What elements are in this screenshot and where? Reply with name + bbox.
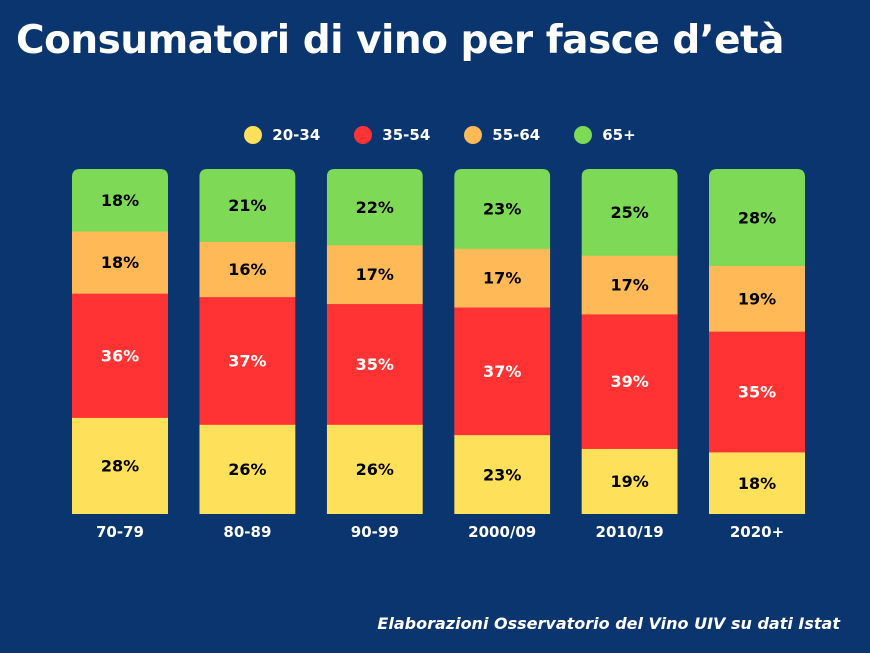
data-label: 26% — [356, 460, 394, 479]
data-label: 39% — [610, 372, 648, 391]
x-tick-label: 2010/19 — [596, 523, 664, 541]
legend-swatch — [244, 126, 263, 144]
data-label: 18% — [101, 191, 139, 210]
data-label: 23% — [483, 200, 521, 219]
data-label: 28% — [738, 208, 776, 227]
bar-segment — [454, 169, 551, 249]
data-label: 37% — [483, 362, 521, 381]
x-tick-label: 90-99 — [351, 523, 399, 541]
legend-swatch — [354, 126, 373, 144]
data-label: 26% — [228, 460, 266, 479]
x-tick-label: 80-89 — [223, 523, 271, 541]
legend-item: 20-34 — [244, 126, 320, 144]
bar-segment — [709, 169, 805, 267]
bar-segment — [581, 169, 678, 256]
bar-group: 23% 37% 17% 23% 2000/09 — [454, 169, 551, 541]
bar-segment — [581, 313, 678, 449]
bar-segment — [454, 307, 551, 436]
data-label: 19% — [738, 289, 776, 308]
bar-segment — [199, 296, 296, 425]
source-note: Elaborazioni Osservatorio del Vino UIV s… — [377, 614, 840, 633]
bar-segment — [72, 169, 168, 232]
bar-segment — [581, 255, 678, 315]
data-label: 25% — [610, 203, 648, 222]
bar-segment — [199, 424, 296, 514]
data-label: 36% — [101, 346, 139, 365]
data-label: 21% — [228, 196, 266, 215]
bar-segment — [454, 248, 551, 308]
legend-label: 35-54 — [382, 126, 431, 144]
x-tick-label: 2000/09 — [468, 523, 536, 541]
x-tick-label: 70-79 — [96, 523, 144, 541]
bar-segment — [709, 451, 805, 514]
bar-segment — [326, 303, 423, 425]
bar-segment — [581, 448, 678, 514]
legend-item: 55-64 — [464, 126, 540, 144]
data-label: 17% — [610, 276, 648, 295]
legend-label: 55-64 — [492, 126, 541, 144]
legend-swatch — [464, 126, 483, 144]
bar-segment — [72, 293, 168, 418]
legend-item: 65+ — [574, 126, 636, 144]
data-label: 17% — [356, 265, 394, 284]
bar-segment — [199, 169, 296, 242]
bar-segment — [326, 244, 423, 305]
data-label: 17% — [483, 269, 521, 288]
bar-segment — [709, 331, 805, 453]
data-label: 35% — [356, 355, 394, 374]
data-label: 37% — [228, 351, 266, 370]
bar-group: 19% 39% 17% 25% 2010/19 — [581, 169, 678, 541]
data-label: 22% — [356, 198, 394, 217]
legend-item: 35-54 — [354, 126, 430, 144]
legend-swatch — [574, 126, 593, 144]
bar-segment — [199, 241, 296, 298]
bar-group: 18% 35% 19% 28% 2020+ — [709, 169, 805, 541]
bar-segment — [709, 265, 805, 332]
data-label: 18% — [738, 474, 776, 493]
data-label: 18% — [101, 253, 139, 272]
bar-segment — [72, 231, 168, 294]
data-label: 23% — [483, 465, 521, 484]
data-label: 35% — [738, 383, 776, 402]
bar-group: 26% 37% 16% 21% 80-89 — [199, 169, 296, 541]
bar-segment — [326, 424, 423, 514]
bar-segment — [454, 434, 551, 514]
data-label: 28% — [101, 457, 139, 476]
data-label: 19% — [610, 472, 648, 491]
bar-group: 26% 35% 17% 22% 90-99 — [326, 169, 423, 541]
bar-segment — [72, 417, 168, 514]
data-label: 16% — [228, 260, 266, 279]
x-tick-label: 2020+ — [730, 523, 784, 541]
chart-title: Consumatori di vino per fasce d’età — [16, 18, 784, 63]
legend: 20-34 35-54 55-64 65+ — [0, 126, 870, 144]
legend-label: 20-34 — [272, 126, 321, 144]
legend-label: 65+ — [602, 126, 636, 144]
bar-group: 28% 36% 18% 18% 70-79 — [72, 169, 168, 541]
bar-segment — [326, 169, 423, 246]
